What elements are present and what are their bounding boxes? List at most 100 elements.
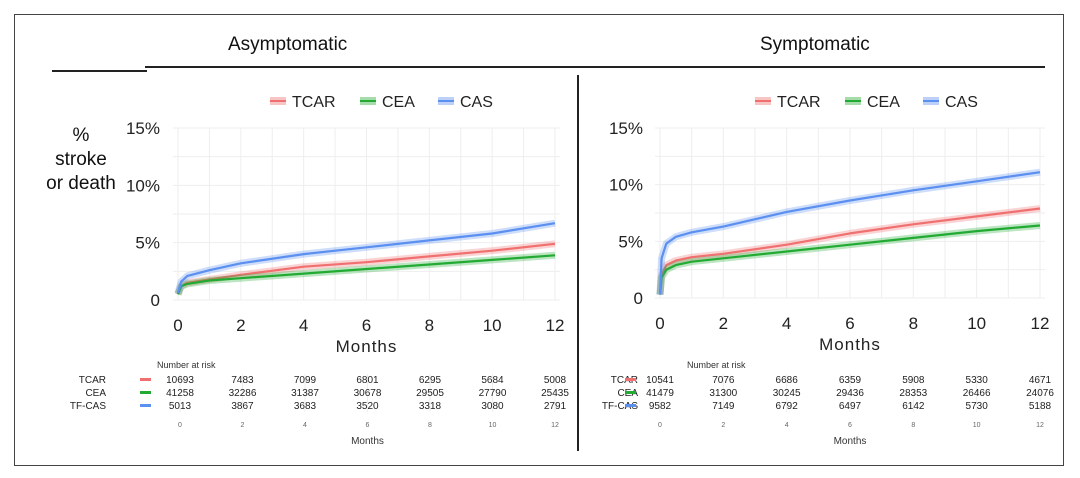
legend-label-cas: CAS [460, 94, 493, 111]
x-tick-label: 12 [1031, 314, 1050, 333]
x-tick-label: 8 [909, 314, 918, 333]
risk-value: 6295 [419, 375, 442, 386]
x-tick-label: 0 [655, 314, 664, 333]
x-tick-label: 8 [425, 316, 434, 335]
y-tick-label: 5% [135, 234, 160, 253]
risk-value: 6686 [776, 375, 799, 386]
risk-value: 6792 [776, 401, 799, 412]
figure-border [14, 14, 1064, 466]
y-tick-label: 10% [126, 176, 160, 195]
risk-value: 7099 [294, 375, 317, 386]
legend-label-tcar: TCAR [777, 94, 821, 111]
legend-label-tcar: TCAR [292, 94, 336, 111]
risk-value: 2791 [544, 401, 567, 412]
risk-row-label: CEA [85, 388, 106, 399]
x-tick-label: 4 [299, 316, 308, 335]
risk-value: 29436 [836, 388, 864, 399]
risk-row-label: TCAR [79, 375, 106, 386]
y-tick-label: 0 [151, 291, 160, 310]
x-tick-label: 6 [362, 316, 371, 335]
risk-value: 3520 [356, 401, 379, 412]
risk-x-tick: 6 [848, 422, 852, 429]
risk-x-tick: 8 [911, 422, 915, 429]
x-tick-label: 6 [845, 314, 854, 333]
x-tick-label: 4 [782, 314, 791, 333]
risk-x-tick: 2 [241, 422, 245, 429]
x-tick-label: 2 [719, 314, 728, 333]
risk-value: 27790 [479, 388, 507, 399]
legend-label-cea: CEA [382, 94, 415, 111]
series-line-cea [658, 224, 1041, 295]
risk-value: 6142 [902, 401, 925, 412]
y-tick-label: 5% [618, 232, 643, 251]
legend-label-cea: CEA [867, 94, 900, 111]
risk-value: 6801 [356, 375, 379, 386]
risk-value: 5008 [544, 375, 567, 386]
x-tick-label: 10 [967, 314, 986, 333]
risk-row-label: TF-CAS [602, 401, 638, 412]
risk-value: 7076 [712, 375, 735, 386]
panel-title-symptomatic: Symptomatic [760, 34, 870, 55]
x-axis-title: Months [336, 337, 398, 356]
risk-value: 5330 [966, 375, 989, 386]
risk-x-title: Months [351, 436, 384, 447]
risk-x-tick: 0 [178, 422, 182, 429]
x-tick-label: 0 [173, 316, 182, 335]
y-tick-label: 15% [609, 119, 643, 138]
x-tick-label: 10 [483, 316, 502, 335]
risk-value: 30245 [773, 388, 801, 399]
risk-value: 5188 [1029, 401, 1052, 412]
risk-x-tick: 10 [973, 422, 981, 429]
risk-value: 6359 [839, 375, 862, 386]
risk-x-tick: 4 [303, 422, 307, 429]
risk-x-tick: 8 [428, 422, 432, 429]
title-rule [145, 66, 1045, 68]
risk-value: 4671 [1029, 375, 1052, 386]
panel-divider [577, 75, 579, 451]
series-line-cea [176, 254, 556, 295]
legend-label-cas: CAS [945, 94, 978, 111]
risk-value: 10693 [166, 375, 194, 386]
risk-value: 3318 [419, 401, 442, 412]
y-tick-label: 15% [126, 119, 160, 138]
title-rule [52, 70, 147, 72]
panel-title-asymptomatic: Asymptomatic [228, 34, 348, 55]
risk-value: 10541 [646, 375, 674, 386]
risk-value: 3683 [294, 401, 317, 412]
risk-value: 5684 [481, 375, 504, 386]
risk-x-tick: 12 [1036, 422, 1044, 429]
y-tick-label: 10% [609, 176, 643, 195]
risk-value: 31300 [709, 388, 737, 399]
risk-x-tick: 6 [366, 422, 370, 429]
risk-value: 7483 [231, 375, 254, 386]
risk-value: 7149 [712, 401, 735, 412]
risk-x-tick: 10 [489, 422, 497, 429]
risk-value: 3867 [231, 401, 254, 412]
risk-x-tick: 2 [721, 422, 725, 429]
x-tick-label: 12 [546, 316, 565, 335]
series-line-tcar [658, 207, 1041, 295]
risk-row-label: TF-CAS [70, 401, 106, 412]
risk-value: 5013 [169, 401, 192, 412]
risk-value: 5908 [902, 375, 925, 386]
series-line-cas [658, 171, 1041, 295]
risk-x-tick: 12 [551, 422, 559, 429]
risk-x-title: Months [834, 436, 867, 447]
risk-value: 3080 [481, 401, 504, 412]
risk-value: 26466 [963, 388, 991, 399]
risk-value: 31387 [291, 388, 319, 399]
risk-value: 41479 [646, 388, 674, 399]
risk-value: 5730 [966, 401, 989, 412]
risk-value: 9582 [649, 401, 672, 412]
risk-row-label: TCAR [611, 375, 638, 386]
risk-value: 28353 [899, 388, 927, 399]
risk-value: 32286 [229, 388, 257, 399]
y-tick-label: 0 [634, 289, 643, 308]
risk-x-tick: 0 [658, 422, 662, 429]
x-tick-label: 2 [236, 316, 245, 335]
risk-value: 6497 [839, 401, 862, 412]
risk-value: 24076 [1026, 388, 1054, 399]
risk-value: 41258 [166, 388, 194, 399]
